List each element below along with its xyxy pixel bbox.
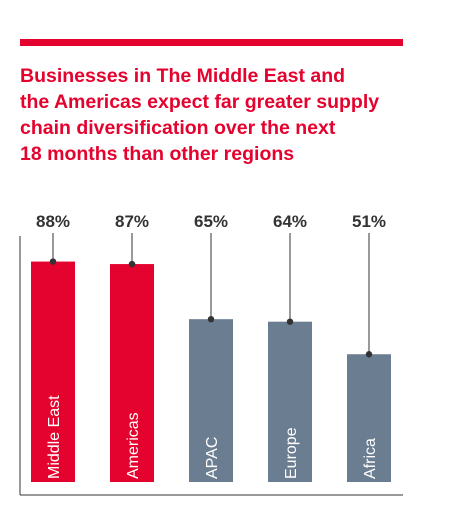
value-label-middle-east: 88% — [36, 212, 70, 231]
category-label-africa: Africa — [362, 438, 379, 479]
dot-americas — [128, 260, 136, 268]
top-rule — [20, 39, 403, 46]
bar-middle-east — [31, 261, 75, 482]
bar-apac — [189, 319, 233, 482]
bar-americas — [110, 264, 154, 482]
dot-africa — [365, 351, 373, 358]
category-label-europe: Europe — [283, 427, 300, 479]
dot-apac — [207, 315, 215, 323]
category-label-middle-east: Middle East — [46, 395, 63, 479]
dot-middle-east — [49, 258, 57, 265]
bar-africa — [347, 354, 391, 482]
bar-europe — [268, 321, 312, 482]
chart-title: Businesses in The Middle East and the Am… — [20, 65, 380, 165]
value-label-africa: 51% — [352, 212, 386, 231]
category-label-americas: Americas — [125, 412, 142, 479]
value-label-europe: 64% — [273, 212, 307, 231]
value-label-apac: 65% — [194, 212, 228, 231]
category-label-apac: APAC — [204, 437, 221, 479]
value-label-americas: 87% — [115, 212, 149, 231]
dot-europe — [286, 318, 294, 325]
